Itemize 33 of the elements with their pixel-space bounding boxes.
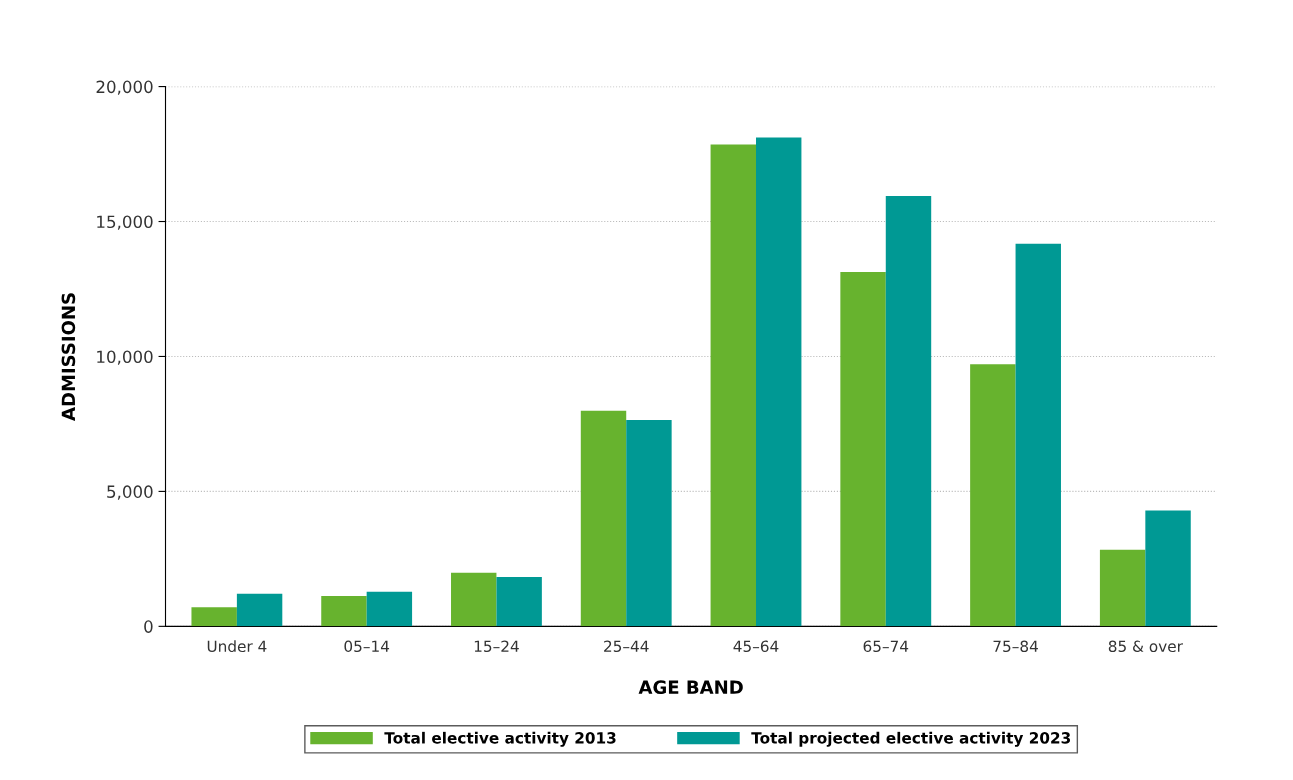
y-tick-label: 20,000 <box>96 80 153 95</box>
y-axis-title: ADMISSIONS <box>61 293 76 421</box>
x-tick-label: 25–44 <box>604 640 649 653</box>
bar <box>366 591 413 627</box>
x-tick-label: 05–14 <box>344 640 390 653</box>
y-tick-label: 5,000 <box>107 485 153 500</box>
bar <box>1099 549 1146 627</box>
legend-label: Total elective activity 2013 <box>384 731 616 747</box>
bar <box>885 195 932 627</box>
x-axis-title: AGE BAND <box>638 680 743 694</box>
x-tick-label: Under 4 <box>207 640 267 653</box>
bar <box>580 410 627 627</box>
x-tick-label: 85 & over <box>1108 640 1183 653</box>
bar <box>191 607 237 627</box>
bar <box>1015 243 1061 627</box>
bar <box>626 419 672 627</box>
bar <box>321 596 367 627</box>
bar <box>840 272 886 627</box>
x-tick-label: 75–84 <box>993 640 1038 653</box>
bar <box>451 572 497 627</box>
legend-label: Total projected elective activity 2023 <box>751 731 1071 747</box>
y-tick-label: 15,000 <box>97 215 153 230</box>
y-tick-label: 10,000 <box>97 350 153 365</box>
bar <box>710 144 756 627</box>
bar <box>756 137 802 627</box>
x-tick-label: 45–64 <box>733 640 779 653</box>
bar <box>1145 510 1191 627</box>
bar <box>496 576 542 627</box>
x-tick-label: 15–24 <box>474 640 519 653</box>
y-tick-label: 0 <box>144 620 153 633</box>
bar <box>236 593 283 627</box>
bar <box>970 364 1016 627</box>
x-tick-label: 65–74 <box>863 640 909 653</box>
